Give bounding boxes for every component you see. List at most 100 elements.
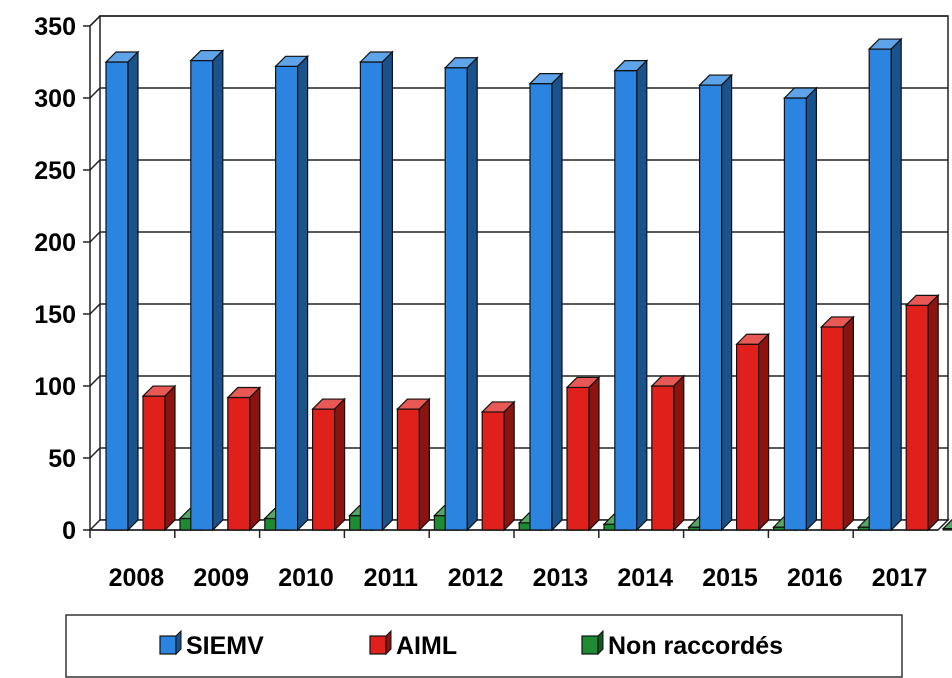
bar-side — [636, 59, 648, 532]
bar-siemv-2008 — [104, 50, 140, 532]
bar-side — [381, 50, 393, 532]
bar-siemv-2013 — [528, 72, 564, 532]
gridline — [89, 15, 948, 27]
legend-label: AIML — [396, 632, 457, 660]
bar-side — [127, 50, 139, 532]
bar-front — [396, 408, 420, 531]
x-tick-label: 2016 — [787, 564, 843, 592]
legend: SIEMV AIML Non raccordés — [65, 614, 903, 678]
bar-side — [466, 56, 478, 532]
bar-top — [941, 518, 952, 530]
bar-front — [783, 97, 808, 531]
bar-side — [334, 397, 346, 532]
legend-swatch — [159, 635, 177, 655]
plot-back-wall — [99, 15, 949, 521]
legend-label: Non raccordés — [608, 632, 783, 660]
legend-swatch-side — [385, 629, 392, 656]
x-tick-label: 2014 — [617, 564, 673, 592]
bar-aiml-2009 — [226, 386, 262, 532]
bar-front — [698, 84, 723, 531]
bar-front — [942, 527, 952, 531]
bar-front — [444, 67, 468, 531]
bar-siemv-2014 — [613, 59, 649, 532]
bar-side — [212, 49, 224, 532]
x-axis-ticks: 2008 2009 2010 2011 2012 2013 2014 2015 2016 2017 — [89, 530, 928, 592]
gridline — [89, 303, 948, 315]
x-tick-label: 2017 — [872, 564, 928, 592]
bar-siemv-2011 — [358, 50, 394, 532]
bar-front — [190, 59, 214, 531]
bar-side — [927, 293, 939, 532]
bar-front — [529, 82, 553, 531]
bar-siemv-2009 — [189, 49, 225, 532]
gridline — [89, 87, 948, 99]
bar-aiml-2012 — [480, 400, 516, 532]
bar-aiml-2015 — [735, 332, 771, 532]
y-tick-label: 0 — [62, 517, 76, 545]
bar-front — [651, 385, 675, 531]
x-tick-label: 2008 — [109, 564, 165, 592]
x-tick-label: 2015 — [702, 564, 758, 592]
x-tick-label: 2010 — [278, 564, 334, 592]
bar-siemv-2012 — [443, 56, 479, 532]
y-tick-label: 250 — [34, 157, 76, 185]
bar-front — [868, 48, 892, 531]
bar-side — [551, 72, 563, 532]
bar-front — [275, 65, 299, 531]
gridline — [89, 231, 948, 243]
y-tick-label: 50 — [48, 445, 76, 473]
legend-swatch-side — [175, 629, 182, 656]
legend-swatch-side — [597, 629, 604, 656]
bar-front — [312, 408, 336, 531]
legend-label: SIEMV — [186, 632, 264, 660]
y-tick-label: 150 — [34, 301, 76, 329]
bar-side — [249, 386, 261, 532]
bar-front — [142, 395, 166, 531]
bar-side — [805, 86, 818, 532]
x-tick-label: 2013 — [533, 564, 589, 592]
bar-front — [614, 70, 638, 531]
bar-aiml-2013 — [565, 375, 601, 532]
y-tick-label: 200 — [34, 229, 76, 257]
bar-side — [503, 400, 515, 532]
legend-swatch — [581, 635, 599, 655]
bar-aiml-2014 — [650, 374, 686, 532]
gridline — [89, 159, 948, 171]
bar-side — [720, 73, 733, 532]
y-axis-ticks: 0 50 100 150 200 250 300 350 — [34, 13, 90, 545]
bar-side — [842, 315, 855, 532]
x-tick-label: 2009 — [193, 564, 249, 592]
bar-side — [418, 397, 430, 532]
y-tick-label: 100 — [34, 373, 76, 401]
bar-siemv-2017 — [867, 37, 903, 532]
legend-swatch — [369, 635, 387, 655]
bar-front — [227, 396, 251, 531]
bar-aiml-2010 — [311, 397, 347, 532]
bar-front — [905, 304, 929, 531]
bar-siemv-2015 — [698, 73, 734, 532]
bar-siemv-2016 — [782, 86, 818, 532]
legend-box — [65, 614, 903, 678]
y-tick-label: 300 — [34, 85, 76, 113]
bar-side — [588, 375, 600, 532]
bar-side — [757, 332, 770, 532]
x-tick-label: 2012 — [448, 564, 504, 592]
y-tick-label: 350 — [34, 13, 76, 41]
bar-aiml-2008 — [141, 384, 177, 532]
x-tick-label: 2011 — [364, 564, 418, 592]
bars — [104, 37, 952, 532]
bar-aiml-2011 — [395, 397, 431, 532]
bar-aiml-2017 — [904, 293, 940, 532]
bar-side — [164, 384, 176, 532]
bar-front — [481, 411, 505, 531]
bar-side — [673, 374, 685, 532]
bar-front — [820, 326, 845, 531]
bar-aiml-2016 — [819, 315, 855, 532]
gridlines — [89, 15, 948, 459]
bar-side — [297, 54, 309, 532]
bar-front — [359, 61, 383, 531]
bar-front — [735, 343, 760, 531]
bar-siemv-2010 — [274, 54, 310, 532]
bar-front — [566, 386, 590, 531]
